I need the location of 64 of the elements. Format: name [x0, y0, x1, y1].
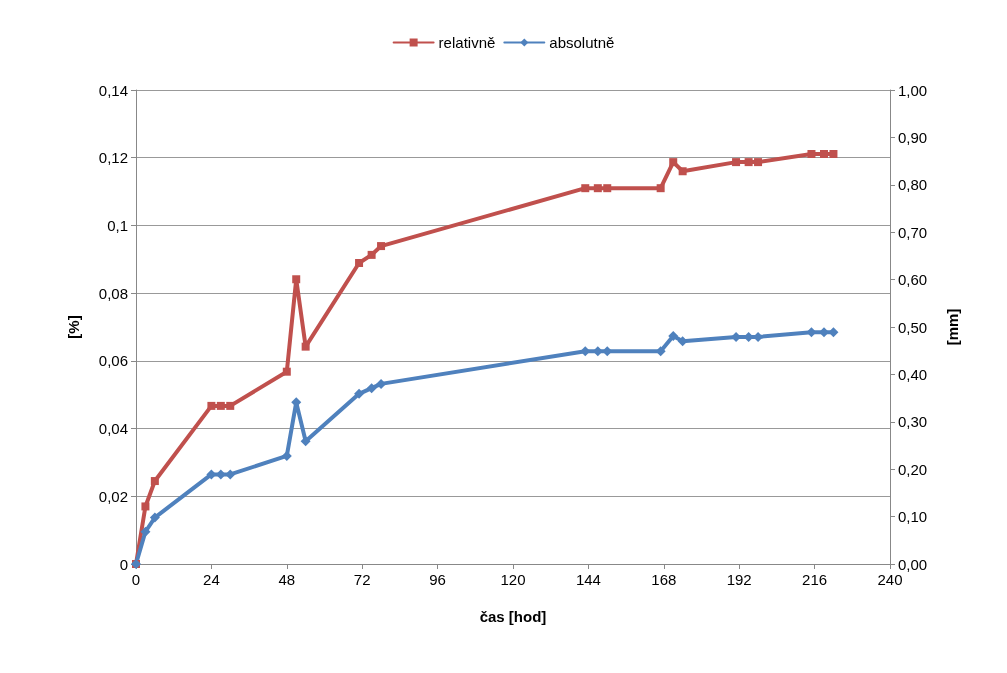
x-tick-label: 0 [131, 571, 141, 588]
y2-tick-label: 0,90 [898, 128, 928, 146]
y2-tick-label: 1,00 [898, 81, 928, 99]
point [656, 184, 665, 193]
x-tick-label: 240 [877, 571, 903, 588]
legend-label: relativně [438, 34, 496, 51]
y-tick-label: 0,1 [107, 216, 128, 234]
x-tick-label: 168 [651, 571, 677, 588]
point [150, 477, 159, 486]
point [354, 388, 365, 399]
point [292, 275, 301, 284]
point [141, 502, 150, 511]
y-tick-label: 0,08 [98, 284, 128, 302]
point [366, 383, 377, 394]
y2-tick-label: 0,70 [898, 223, 928, 241]
y2-tick-label: 0,80 [898, 176, 928, 194]
point [300, 436, 311, 447]
point [829, 149, 838, 158]
point [807, 149, 816, 158]
point [744, 158, 753, 167]
y-tick-label: 0,04 [98, 420, 128, 438]
y2-tick-label: 0,10 [898, 508, 928, 526]
y-tick-label: 0,02 [98, 487, 128, 505]
y2-tick-label: 0,20 [898, 460, 928, 478]
point [140, 526, 151, 537]
x-tick-label: 48 [278, 571, 296, 588]
point [207, 401, 216, 410]
x-tick-label: 192 [726, 571, 752, 588]
y2-tick-label: 0,60 [898, 271, 928, 289]
y-tick-label: 0,06 [98, 352, 128, 370]
x-tick-label: 216 [802, 571, 828, 588]
point [377, 242, 386, 251]
point [355, 259, 364, 268]
point [669, 158, 678, 167]
point [581, 184, 590, 193]
point [149, 512, 160, 523]
y2-tick-label: 0,30 [898, 413, 928, 431]
y2-tick-label: 0,50 [898, 318, 928, 336]
y-axis-title: [%] [65, 315, 82, 339]
point [282, 367, 291, 376]
point [367, 250, 376, 259]
point [732, 158, 741, 167]
point [301, 342, 310, 351]
y-tick-label: 0,12 [98, 149, 128, 167]
x-tick-label: 72 [353, 571, 371, 588]
x-tick-label: 96 [429, 571, 446, 588]
point [593, 184, 602, 193]
y2-axis-title: [mm] [944, 308, 961, 346]
y2-tick-label: 0,00 [898, 555, 928, 573]
x-tick-label: 120 [500, 571, 526, 588]
y2-tick-label: 0,40 [898, 365, 928, 383]
point [820, 149, 829, 158]
x-axis-title: čas [hod] [479, 608, 547, 625]
point [216, 401, 225, 410]
point [668, 331, 679, 342]
point [754, 158, 763, 167]
x-tick-label: 144 [575, 571, 601, 588]
y-tick-label: 0,14 [98, 81, 128, 99]
x-tick-label: 24 [203, 571, 220, 588]
y-tick-label: 0 [119, 555, 128, 573]
legend-label: absolutně [549, 34, 615, 51]
point [603, 184, 612, 193]
point [226, 401, 235, 410]
point [678, 167, 687, 176]
